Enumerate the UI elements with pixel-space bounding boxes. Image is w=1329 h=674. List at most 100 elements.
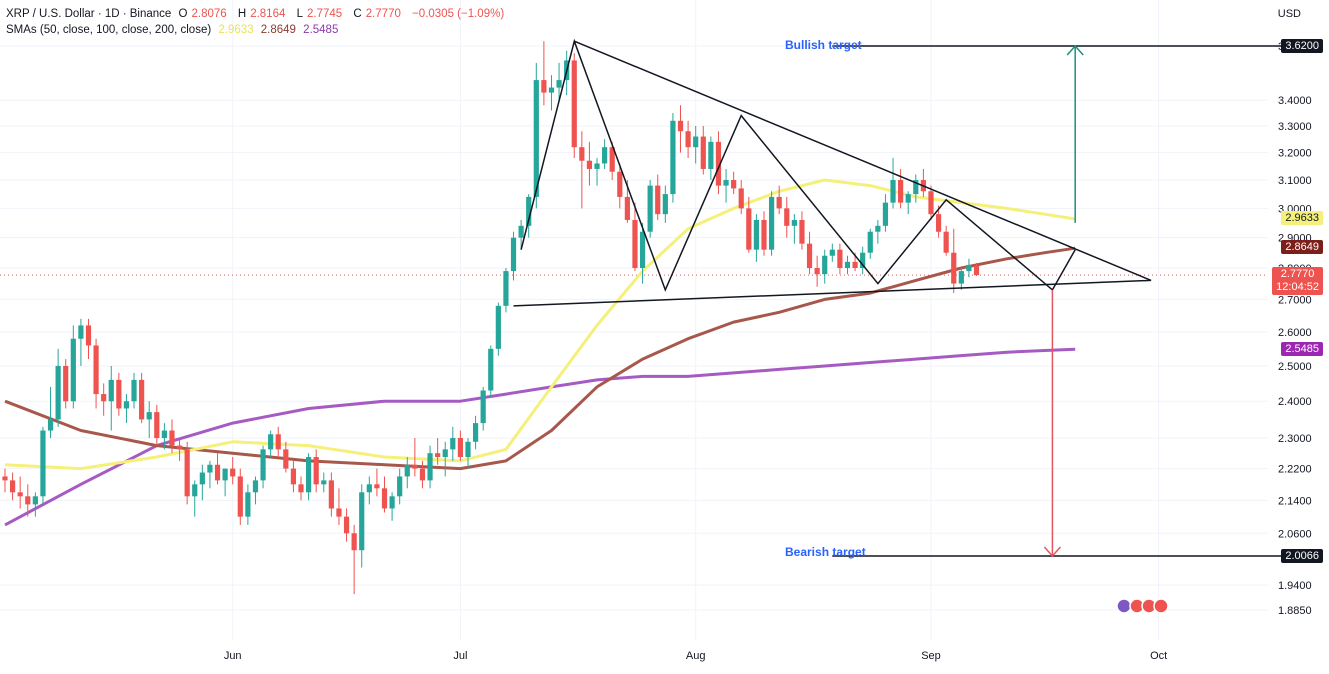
bearish-price-tag: 2.0066 <box>1281 549 1323 563</box>
sma50-tag: 2.9633 <box>1281 211 1323 225</box>
candle-body <box>214 464 221 481</box>
candle-body <box>890 180 896 203</box>
candle-body <box>70 338 76 402</box>
countdown-value: 12:04:52 <box>1276 281 1319 293</box>
candle-body <box>435 453 441 458</box>
bullish-arrow-head <box>1066 44 1084 56</box>
candle-body <box>533 80 539 197</box>
candle-body <box>17 492 23 497</box>
candle-body <box>131 379 137 402</box>
grid <box>0 0 1268 640</box>
y-tick-label: 2.1400 <box>1278 495 1312 507</box>
sma200-value: 2.5485 <box>303 24 339 36</box>
x-tick-label: Jun <box>224 650 242 662</box>
x-tick-label: Sep <box>921 650 941 662</box>
candle-body <box>230 468 236 477</box>
candle-body <box>2 476 8 481</box>
candle-body <box>617 171 623 197</box>
candle-body <box>708 141 714 169</box>
candle-body <box>366 484 372 493</box>
candle-body <box>579 147 585 161</box>
candle-body <box>480 390 486 424</box>
candle-body <box>207 464 213 473</box>
candle-body <box>973 265 980 276</box>
candle-body <box>184 449 190 497</box>
candle-body <box>670 120 676 195</box>
y-tick-label: 2.7000 <box>1278 294 1312 306</box>
x-tick-label: Oct <box>1150 650 1167 662</box>
close-value: 2.7770 <box>365 8 401 20</box>
bearish-arrow-head <box>1043 546 1061 558</box>
change-value: −0.0305 (−1.09%) <box>412 8 505 20</box>
candle-body <box>199 472 205 485</box>
candle-body <box>442 449 448 458</box>
candle-body <box>882 202 889 226</box>
currency-label[interactable]: USD <box>1277 8 1301 20</box>
candle-body <box>693 136 699 148</box>
candle-body <box>9 480 16 493</box>
header-sma: SMAs (50, close, 100, close, 200, close)… <box>6 24 342 36</box>
candle-body <box>457 438 463 458</box>
sma200-line <box>4 347 1076 527</box>
candle-body <box>966 264 972 272</box>
candle-body <box>768 196 775 250</box>
candle-body <box>450 438 456 450</box>
candle-body <box>806 243 813 269</box>
candle-body <box>472 423 479 442</box>
candle-body <box>25 496 31 505</box>
candle-body <box>55 365 61 420</box>
y-tick-label: 2.2200 <box>1278 464 1312 476</box>
candle-body <box>852 261 858 269</box>
candle-body <box>275 434 281 450</box>
candle-body <box>867 231 873 253</box>
sma50-line <box>4 178 1076 471</box>
candle-body <box>503 271 509 306</box>
candle-body <box>860 252 866 269</box>
candle-body <box>875 225 881 232</box>
last-price-value: 2.7770 <box>1280 268 1315 280</box>
low-value: 2.7745 <box>306 8 343 20</box>
y-tick-label: 2.6000 <box>1278 327 1312 339</box>
candle-body <box>488 348 494 391</box>
candle-body <box>609 147 615 172</box>
candle-body <box>47 419 54 431</box>
candle-body <box>237 476 243 517</box>
sma-lines <box>4 178 1076 527</box>
high-value: 2.8164 <box>250 8 286 20</box>
candle-body <box>283 449 289 469</box>
candle-body <box>624 196 630 220</box>
sma-label: SMAs (50, close, 100, close, 200, close) <box>6 24 212 36</box>
candle-body <box>571 60 577 148</box>
candle-body <box>328 480 334 509</box>
triangle-upper-line <box>574 40 1152 282</box>
y-tick-label: 2.3000 <box>1278 433 1312 445</box>
candle-body <box>298 484 304 493</box>
candle-body <box>844 261 851 269</box>
candle-body <box>746 208 752 250</box>
candle-body <box>594 163 600 169</box>
candle-body <box>123 401 130 409</box>
candle-body <box>139 379 145 420</box>
candle-body <box>731 180 737 189</box>
candle-body <box>268 434 274 450</box>
candle-body <box>548 87 555 93</box>
close-label: C 2.7770 <box>353 8 401 20</box>
triangle-lower-line <box>513 279 1152 307</box>
candle-body <box>397 476 403 497</box>
candle-body <box>427 453 433 481</box>
candle-body <box>321 480 327 485</box>
candle-body <box>32 496 38 505</box>
candle-body <box>715 141 722 186</box>
drawings <box>513 38 1288 614</box>
candle-body <box>192 484 198 497</box>
candle-body <box>655 185 661 215</box>
candle-body <box>169 430 175 446</box>
candle-body <box>913 180 919 195</box>
candle-body <box>78 325 84 339</box>
candle-body <box>700 136 706 169</box>
candle-body <box>381 488 388 509</box>
candle-body <box>510 237 517 272</box>
candle-body <box>412 464 418 469</box>
